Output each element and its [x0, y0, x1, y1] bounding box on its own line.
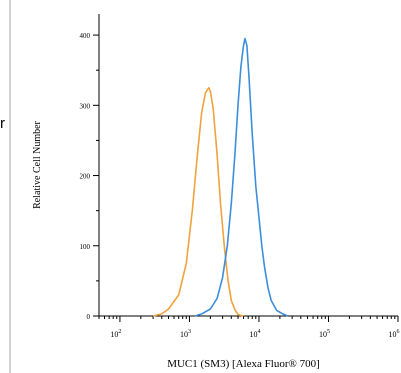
- y-tick-label: 300: [80, 102, 91, 110]
- series-line-1: [152, 86, 244, 317]
- x-tick-label: 102: [110, 329, 121, 339]
- x-tick-label: 105: [319, 329, 330, 339]
- chart-axes: 0 100 200 300 400 102 103 104 105 106: [80, 14, 400, 339]
- series-line-2: [194, 37, 289, 317]
- cropped-text-fragment: r: [0, 115, 5, 132]
- x-axis-label: MUC1 (SM3) [Alexa Fluor® 700]: [167, 358, 320, 370]
- y-tick-label: 400: [80, 32, 91, 40]
- x-tick-label: 104: [249, 329, 260, 339]
- chart-labels: Relative Cell Number MUC1 (SM3) [Alexa F…: [32, 120, 320, 370]
- y-tick-label: 100: [80, 243, 91, 251]
- x-tick-label: 106: [389, 329, 400, 339]
- y-tick-label: 200: [80, 173, 91, 181]
- y-axis-label: Relative Cell Number: [32, 120, 43, 208]
- chart-series: [152, 37, 289, 317]
- panel-divider: [9, 0, 11, 373]
- y-tick-label: 0: [87, 313, 91, 321]
- x-tick-label: 103: [180, 329, 191, 339]
